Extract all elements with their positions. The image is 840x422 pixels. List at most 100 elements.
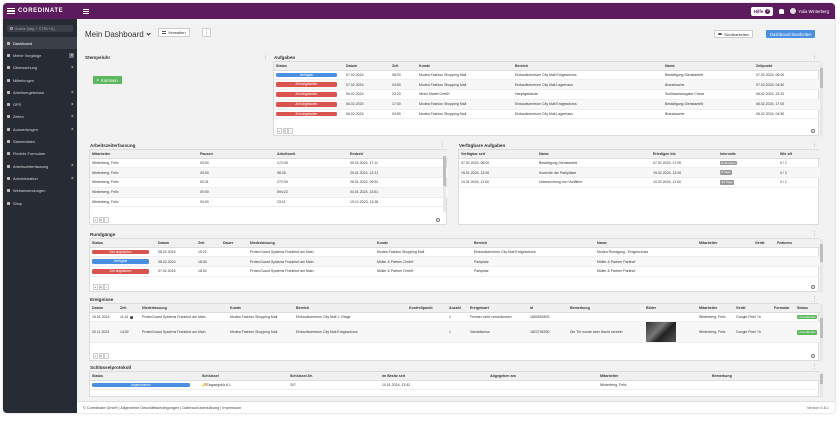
column-header[interactable]: Anzahl [447,304,468,313]
column-header[interactable]: Status [90,239,156,248]
column-header[interactable]: Id [528,304,568,313]
column-header[interactable]: Erledigen bis [651,150,718,159]
column-header[interactable]: Status [274,62,344,71]
column-header[interactable]: Abgegeben am [488,372,598,381]
sidebar-item-0[interactable]: Dashboard [3,37,77,50]
column-header[interactable]: Pausen [198,150,275,159]
pager-first[interactable]: « [93,217,98,223]
sidebar-item-4[interactable]: Arbeitsergebnisse [3,86,77,98]
sidebar-item-1[interactable]: Meine Vorgänge 0 [3,49,77,61]
pager-page[interactable]: 1 [98,217,104,223]
column-header[interactable]: Wie oft [778,150,820,159]
column-header[interactable]: Bemerkung [710,372,820,381]
sidebar-item-10[interactable]: Arbeitszeiterfassung [3,160,77,172]
edit-dashboard-button[interactable]: Dashboard bearbeiten [766,30,816,38]
table-row[interactable]: Zeit abgelaufen 06.02.2024 17:00 Modea Fash… [274,99,820,110]
column-header[interactable]: Arbeitszeit [275,150,348,159]
column-header[interactable]: Schlüssel [200,372,288,381]
table-row[interactable]: Winterberg, Felix 00:31 272:09 25.01.2024, … [90,177,448,188]
sidebar-item-5[interactable]: GPS [3,98,77,110]
pager-page[interactable]: 1 [98,353,104,359]
hamburger-menu-icon[interactable] [83,8,89,14]
info-icon[interactable]: i [129,315,133,319]
pager-first[interactable]: « [277,128,282,134]
column-header[interactable]: Niederlassung [248,239,375,248]
sidebar-item-6[interactable]: Zeiten [3,111,77,123]
refresh-icon[interactable] [811,285,815,289]
sidebar-item-7[interactable]: Auswertungen [3,123,77,135]
column-header[interactable]: Gerät [734,304,772,313]
table-row[interactable]: 15.01.2024, 12:00 Kontrolle der Parkplätz… [459,167,820,179]
visibility-button[interactable]: Sichtbarkeiten [714,30,754,38]
column-header[interactable]: Name [663,62,754,71]
column-header[interactable]: Datum [344,62,390,71]
refresh-icon[interactable] [436,218,440,222]
pager-next[interactable]: › [104,217,109,223]
column-header[interactable]: Mitarbeiter [90,150,198,159]
column-header[interactable]: Mitarbeiter [598,372,710,381]
column-header[interactable]: Mitarbeiter [697,239,753,248]
table-row[interactable]: Verfügbar 07.02.2024 08:00 Modea Fashion Sh… [274,70,820,81]
column-header[interactable]: Schlüssel-Nr. [288,372,380,381]
panel-menu-icon[interactable]: ⋮ [812,364,817,370]
panel-menu-icon[interactable]: ⋮ [812,142,817,148]
column-header[interactable]: Datum [90,304,118,313]
panel-menu-icon[interactable]: ⋮ [440,142,445,148]
table-row[interactable]: 07.02.2024, 08:00 Bestätigung Dienstantri… [459,158,820,169]
scrollbar[interactable] [443,156,446,212]
sidebar-item-8[interactable]: Stammdaten [3,135,77,147]
column-header[interactable]: Name [595,239,697,248]
column-header[interactable]: Formular [772,304,795,313]
pager-page[interactable]: 1 [98,284,104,290]
scrollbar[interactable] [820,372,823,398]
scrollbar[interactable] [820,239,823,293]
logo[interactable]: COREDINATE [3,7,77,15]
table-row[interactable]: Zeit abgelaufen 08.02.2024 15:22 ProtecGuar… [90,247,820,258]
panel-menu-icon[interactable]: ⋮ [812,296,817,302]
column-header[interactable]: Mitarbeiter [697,304,734,313]
bell-icon[interactable] [779,8,785,14]
table-row[interactable]: Winterberg, Felix 00:00 172:49 05.02.2024, … [90,158,448,169]
column-header[interactable]: Zeit [390,62,417,71]
column-header[interactable]: Kunde [375,239,472,248]
column-header[interactable]: Zeitpunkt [754,62,820,71]
table-row[interactable]: Angenommen 🔑Eingangstür A 1 207 10.01.2024,… [90,380,820,391]
event-photo[interactable] [646,322,676,342]
column-header[interactable]: Status [90,372,200,381]
table-row[interactable]: Zeit abgelaufen 06.02.2024 23:20 Nexio Mari… [274,89,820,100]
scrollbar[interactable] [820,304,823,362]
refresh-icon[interactable] [811,129,815,133]
column-header[interactable]: Niederlassung [140,304,228,313]
table-row[interactable]: 16.01.2024 11:41 i ProtecGuard Systems Fran… [90,312,820,323]
pager-first[interactable]: « [93,284,98,290]
table-row[interactable]: Winterberg, Felix 00:00 98:28 29.01.2024, 1… [90,167,448,179]
sidebar-item-11[interactable]: Administration [3,172,77,184]
manage-button[interactable]: Verwalten [158,28,190,37]
column-header[interactable]: Gerät [753,239,775,248]
column-header[interactable]: Bemerkung [568,304,644,313]
column-header[interactable]: Bereich [472,239,595,248]
column-header[interactable]: Bereich [513,62,663,71]
table-row[interactable]: Zeit abgelaufen 06.02.2024 04:50 Modea Fash… [274,109,820,120]
table-row[interactable]: Winterberg, Felix 00:00 23:11 19.12.2023, 1… [90,197,448,208]
table-row[interactable]: 10.01.2024, 11:00 Untersuchung von Vorfäl… [459,177,820,188]
pager-next[interactable]: › [104,353,109,359]
column-header[interactable]: im Besitz seit [380,372,488,381]
pager-first[interactable]: « [93,353,98,359]
table-row[interactable]: Zeit abgelaufen 07.02.2024 18:00 ProtecGuar… [90,266,820,277]
panel-menu-icon[interactable]: ⋮ [812,54,817,60]
column-header[interactable]: Kunde [417,62,513,71]
search-input[interactable]: Suche (strg + CTRL+K) [7,25,73,32]
table-row[interactable]: Verfügbar 08.02.2024 18:00 ProtecGuard Syst… [90,256,820,268]
column-header[interactable]: Status [795,304,820,313]
more-options-button[interactable]: ⋮ [202,28,211,37]
column-header[interactable]: Intervalle [718,150,778,159]
column-header[interactable]: Dauer [221,239,248,248]
column-header[interactable]: Name [537,150,651,159]
table-row[interactable]: 30.11.2023 14:52 ProtecGuard Systems Frank… [90,321,820,344]
pager-next[interactable]: › [288,128,293,134]
pager-next[interactable]: › [104,284,109,290]
column-header[interactable]: Features [775,239,820,248]
table-row[interactable]: Zeit abgelaufen 07.02.2024 04:50 Modea Fash… [274,79,820,91]
page-title[interactable]: Mein Dashboard [85,30,151,39]
